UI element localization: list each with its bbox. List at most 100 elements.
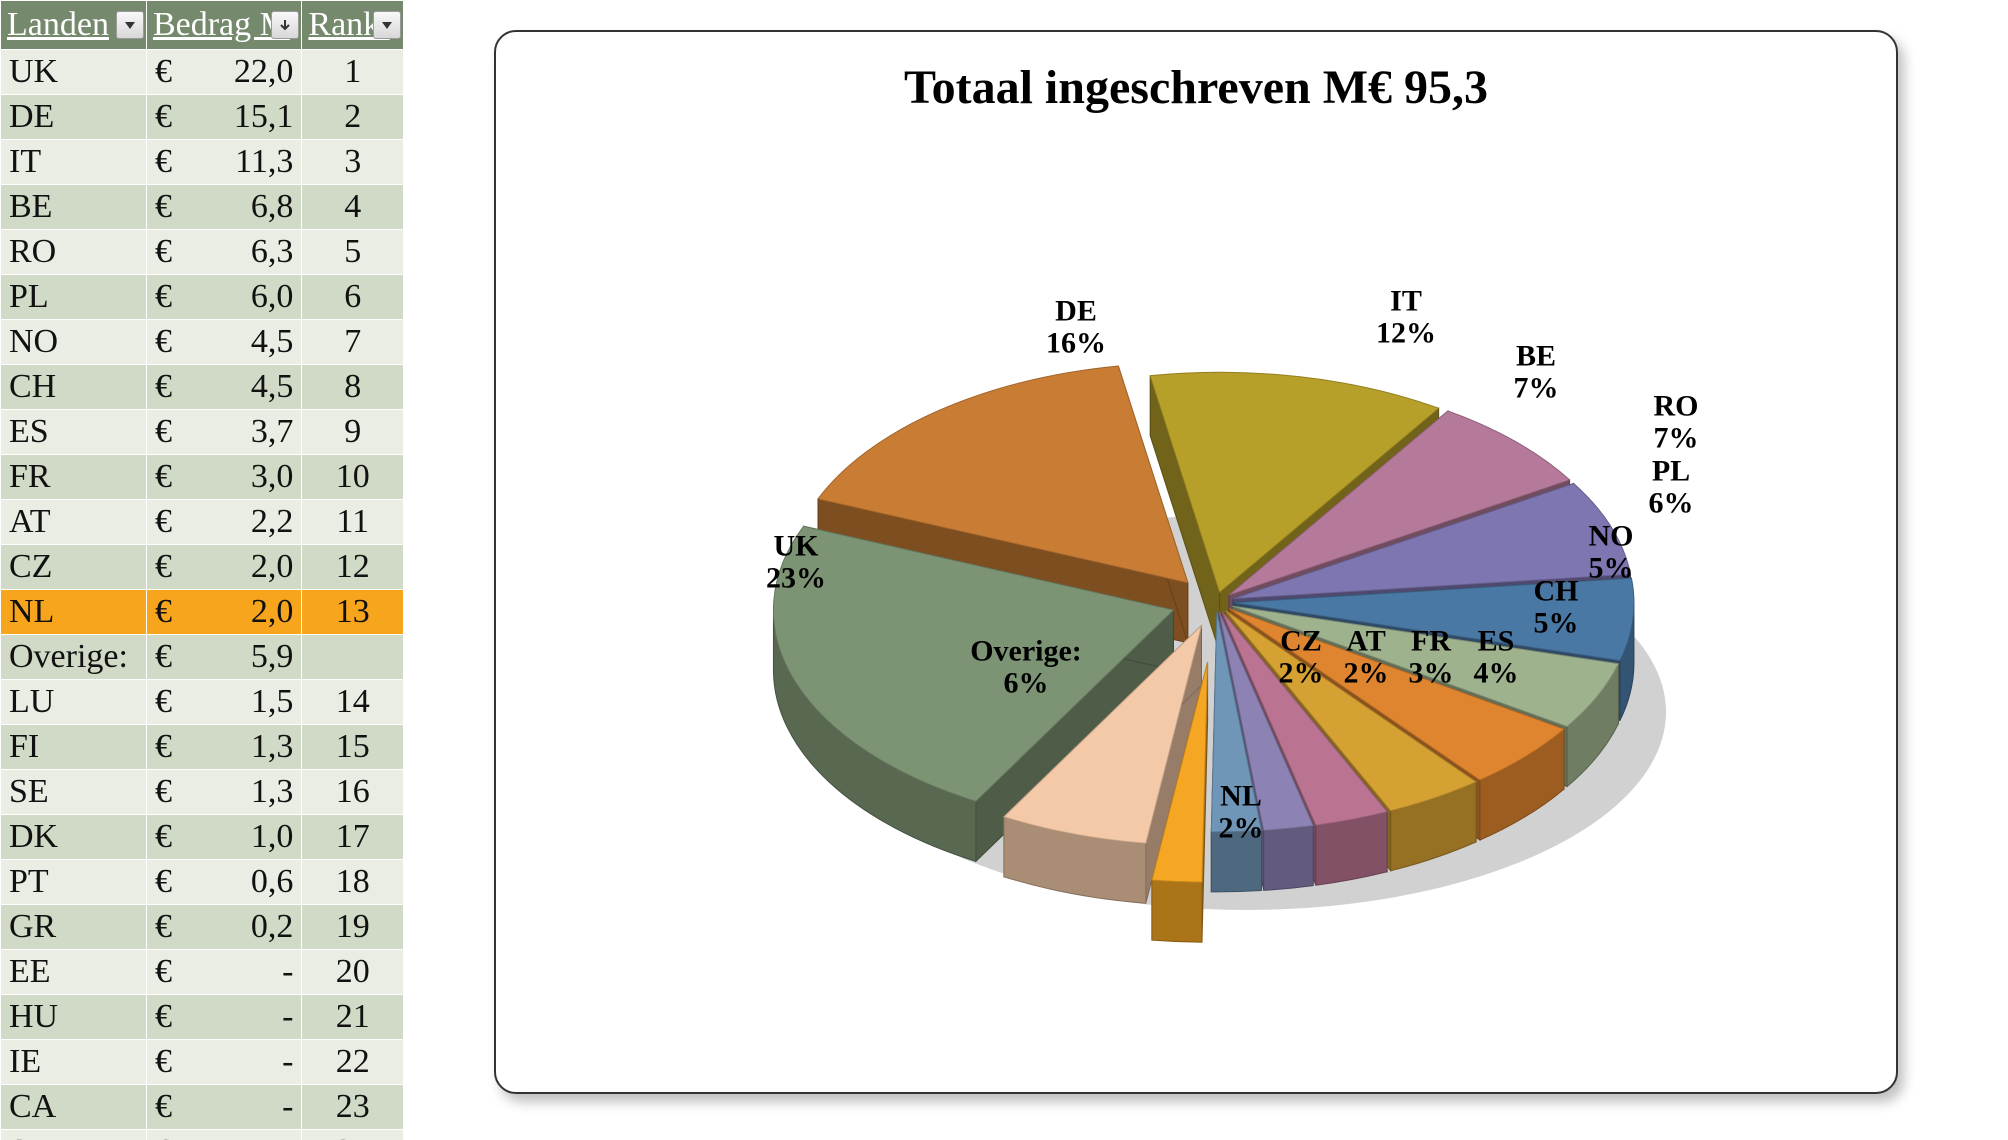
- table-row[interactable]: CA€-23: [1, 1085, 404, 1130]
- cell-amount: €6,0: [146, 275, 301, 320]
- cell-land: CH: [1, 365, 147, 410]
- cell-land: FI: [1, 725, 147, 770]
- chart-title: Totaal ingeschreven M€ 95,3: [496, 60, 1896, 115]
- table-row[interactable]: AT€2,211: [1, 500, 404, 545]
- cell-land: IT: [1, 140, 147, 185]
- cell-land: SE: [1, 770, 147, 815]
- slice-label: BE7%: [1514, 341, 1559, 404]
- table-row[interactable]: UK€22,01: [1, 50, 404, 95]
- ranking-table: Landen Bedrag M Ranki: [0, 0, 404, 1140]
- cell-amount: €1,3: [146, 770, 301, 815]
- col-header-land[interactable]: Landen: [1, 1, 147, 50]
- cell-amount: €-: [146, 1085, 301, 1130]
- cell-land: RO: [1, 230, 147, 275]
- table-row[interactable]: SE€1,316: [1, 770, 404, 815]
- slice-label: NL2%: [1219, 781, 1264, 844]
- table-row[interactable]: Overige:€5,9: [1, 635, 404, 680]
- cell-land: PT: [1, 860, 147, 905]
- cell-rank: 1: [302, 50, 404, 95]
- cell-amount: €0,2: [146, 905, 301, 950]
- table-row[interactable]: IE€-22: [1, 1040, 404, 1085]
- cell-land: UK: [1, 50, 147, 95]
- cell-land: IE: [1, 1040, 147, 1085]
- slice-label: ES4%: [1474, 626, 1519, 689]
- table-row[interactable]: ES€3,79: [1, 410, 404, 455]
- cell-land: CA: [1, 1085, 147, 1130]
- table-row[interactable]: GR€0,219: [1, 905, 404, 950]
- col-header-amount-label: Bedrag M: [153, 6, 290, 43]
- cell-amount: €-: [146, 1040, 301, 1085]
- table-row[interactable]: SL€-24: [1, 1130, 404, 1140]
- cell-rank: 21: [302, 995, 404, 1040]
- cell-rank: 5: [302, 230, 404, 275]
- cell-land: BE: [1, 185, 147, 230]
- cell-amount: €5,9: [146, 635, 301, 680]
- cell-rank: 12: [302, 545, 404, 590]
- cell-land: NO: [1, 320, 147, 365]
- table-row[interactable]: NO€4,57: [1, 320, 404, 365]
- cell-rank: 10: [302, 455, 404, 500]
- cell-amount: €4,5: [146, 320, 301, 365]
- slice-label: RO7%: [1654, 391, 1699, 454]
- pie-chart-card: Totaal ingeschreven M€ 95,3 IT12% BE7% RO7…: [494, 30, 1898, 1094]
- cell-land: Overige:: [1, 635, 147, 680]
- cell-rank: 23: [302, 1085, 404, 1130]
- slice-label: NO5%: [1589, 521, 1634, 584]
- filter-dropdown-icon[interactable]: [373, 11, 401, 39]
- cell-rank: 8: [302, 365, 404, 410]
- cell-rank: 18: [302, 860, 404, 905]
- cell-amount: €-: [146, 995, 301, 1040]
- table-row[interactable]: FI€1,315: [1, 725, 404, 770]
- cell-amount: €15,1: [146, 95, 301, 140]
- table-row[interactable]: PT€0,618: [1, 860, 404, 905]
- cell-land: CZ: [1, 545, 147, 590]
- table-row[interactable]: DE€15,12: [1, 95, 404, 140]
- slice-label: IT12%: [1376, 286, 1436, 349]
- cell-amount: €0,6: [146, 860, 301, 905]
- table-row[interactable]: FR€3,010: [1, 455, 404, 500]
- cell-rank: 20: [302, 950, 404, 995]
- col-header-amount[interactable]: Bedrag M: [146, 1, 301, 50]
- cell-rank: 4: [302, 185, 404, 230]
- cell-rank: 19: [302, 905, 404, 950]
- slice-label: Overige:6%: [970, 636, 1082, 699]
- table-row[interactable]: PL€6,06: [1, 275, 404, 320]
- cell-rank: 14: [302, 680, 404, 725]
- table-row[interactable]: HU€-21: [1, 995, 404, 1040]
- slice-label: PL6%: [1649, 456, 1694, 519]
- cell-rank: 11: [302, 500, 404, 545]
- cell-amount: €6,8: [146, 185, 301, 230]
- sort-desc-icon[interactable]: [271, 11, 299, 39]
- cell-rank: [302, 635, 404, 680]
- table-row[interactable]: NL€2,013: [1, 590, 404, 635]
- cell-amount: €-: [146, 950, 301, 995]
- table-row[interactable]: DK€1,017: [1, 815, 404, 860]
- cell-rank: 2: [302, 95, 404, 140]
- cell-rank: 15: [302, 725, 404, 770]
- table-row[interactable]: EE€-20: [1, 950, 404, 995]
- table-row[interactable]: LU€1,514: [1, 680, 404, 725]
- cell-land: LU: [1, 680, 147, 725]
- cell-amount: €3,0: [146, 455, 301, 500]
- table-row[interactable]: CH€4,58: [1, 365, 404, 410]
- cell-rank: 6: [302, 275, 404, 320]
- cell-land: DK: [1, 815, 147, 860]
- cell-rank: 3: [302, 140, 404, 185]
- slice-label: AT2%: [1344, 626, 1389, 689]
- filter-dropdown-icon[interactable]: [116, 11, 144, 39]
- cell-amount: €6,3: [146, 230, 301, 275]
- slice-label: FR3%: [1409, 626, 1454, 689]
- cell-amount: €4,5: [146, 365, 301, 410]
- cell-land: AT: [1, 500, 147, 545]
- cell-land: GR: [1, 905, 147, 950]
- cell-land: EE: [1, 950, 147, 995]
- table-row[interactable]: CZ€2,012: [1, 545, 404, 590]
- table-row[interactable]: IT€11,33: [1, 140, 404, 185]
- cell-land: NL: [1, 590, 147, 635]
- table-row[interactable]: BE€6,84: [1, 185, 404, 230]
- table-row[interactable]: RO€6,35: [1, 230, 404, 275]
- col-header-rank[interactable]: Ranki: [302, 1, 404, 50]
- cell-land: SL: [1, 1130, 147, 1140]
- col-header-land-label: Landen: [7, 6, 109, 43]
- slice-label: CZ2%: [1279, 626, 1324, 689]
